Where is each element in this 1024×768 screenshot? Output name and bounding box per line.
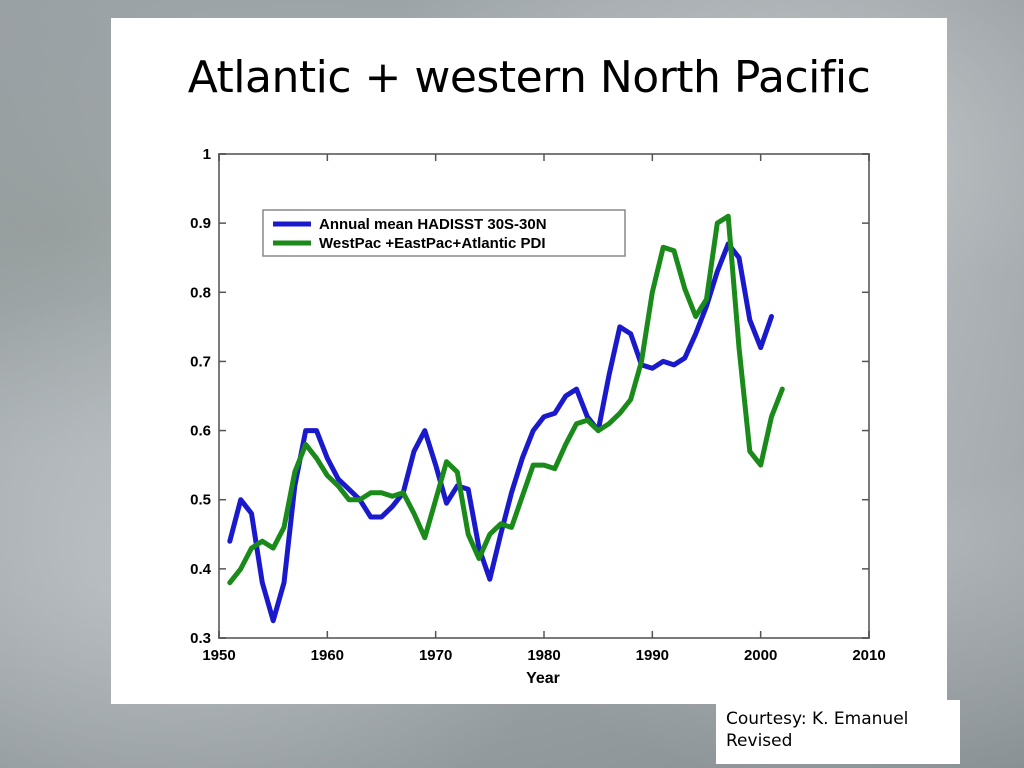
credit-box: Courtesy: K. Emanuel Revised bbox=[716, 700, 960, 764]
y-tick-label: 0.7 bbox=[190, 353, 211, 370]
x-tick-label: 1950 bbox=[202, 647, 235, 664]
credit-note: Revised bbox=[726, 731, 793, 751]
y-tick-label: 0.9 bbox=[190, 215, 211, 232]
y-tick-label: 0.4 bbox=[190, 561, 212, 578]
line-chart: 1950 1960 1970 1980 1990 2000 2010 0.3 0.4 0.5 0.6… bbox=[190, 146, 886, 687]
x-tick-label: 2000 bbox=[744, 647, 777, 664]
x-axis-label: Year bbox=[526, 670, 560, 687]
x-tick-label: 1960 bbox=[311, 647, 344, 664]
y-tick-label: 0.5 bbox=[190, 492, 211, 509]
y-tick-label: 0.6 bbox=[190, 423, 211, 440]
x-tick-label: 1970 bbox=[419, 647, 452, 664]
x-tick-label: 2010 bbox=[852, 647, 885, 664]
chart-container: 1950 1960 1970 1980 1990 2000 2010 0.3 0.4 0.5 0.6… bbox=[111, 128, 947, 704]
x-tick-label: 1990 bbox=[636, 647, 669, 664]
y-tick-label: 0.8 bbox=[190, 284, 211, 301]
y-tick-label: 0.3 bbox=[190, 630, 211, 647]
legend-box bbox=[262, 209, 626, 257]
x-tick-label: 1980 bbox=[527, 647, 560, 664]
legend-label-1: WestPac +EastPac+Atlantic PDI bbox=[319, 235, 546, 252]
credit-text: Courtesy: K. Emanuel bbox=[726, 709, 909, 729]
series-line-1 bbox=[227, 213, 785, 586]
slide-title: Atlantic + western North Pacific bbox=[187, 52, 871, 103]
y-tick-label: 1 bbox=[203, 146, 211, 163]
series-line-0 bbox=[227, 241, 774, 624]
legend-label-0: Annual mean HADISST 30S-30N bbox=[319, 216, 547, 233]
